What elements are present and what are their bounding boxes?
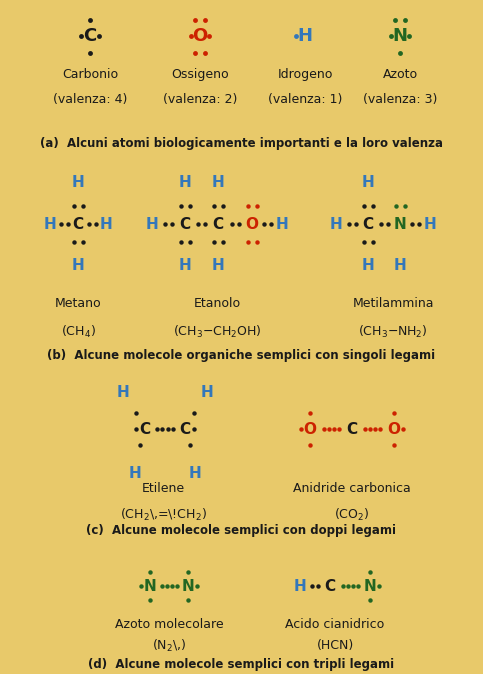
Text: C: C [180,217,191,232]
Text: (valenza: 1): (valenza: 1) [268,92,342,106]
Text: H: H [146,217,158,232]
Text: Etanolo: Etanolo [193,297,241,310]
Text: N: N [364,578,376,594]
Text: N: N [182,578,194,594]
Text: H: H [179,258,191,274]
Text: (CH$_2$\,=\!CH$_2$): (CH$_2$\,=\!CH$_2$) [120,506,206,522]
Text: C: C [84,28,97,45]
Text: (CH$_3$−NH$_2$): (CH$_3$−NH$_2$) [358,324,428,340]
Text: (d)  Alcune molecole semplici con tripli legami: (d) Alcune molecole semplici con tripli … [88,658,394,671]
Text: H: H [189,466,201,481]
Text: O: O [387,421,400,437]
Text: Azoto: Azoto [383,68,418,81]
Text: H: H [71,175,85,190]
Text: H: H [362,258,374,274]
Text: H: H [179,175,191,190]
Text: H: H [394,258,406,274]
Text: Metano: Metano [55,297,101,310]
Text: Azoto molecolare: Azoto molecolare [114,618,223,632]
Text: (CO$_2$): (CO$_2$) [334,506,369,522]
Text: Idrogeno: Idrogeno [277,68,333,81]
Text: H: H [276,217,288,232]
Text: (b)  Alcune molecole organiche semplici con singoli legami: (b) Alcune molecole organiche semplici c… [47,349,435,362]
Text: C: C [213,217,224,232]
Text: C: C [180,421,191,437]
Text: N: N [143,578,156,594]
Text: (HCN): (HCN) [316,639,354,652]
Text: O: O [245,217,258,232]
Text: N: N [394,217,406,232]
Text: (N$_2$\,): (N$_2$\,) [152,638,186,654]
Text: H: H [298,28,313,45]
Text: H: H [212,175,225,190]
Text: (CH$_3$−CH$_2$OH): (CH$_3$−CH$_2$OH) [172,324,261,340]
Text: Anidride carbonica: Anidride carbonica [293,482,411,495]
Text: C: C [346,421,357,437]
Text: Acido cianidrico: Acido cianidrico [285,618,384,632]
Text: N: N [393,28,408,45]
Text: H: H [116,386,129,400]
Text: C: C [140,421,151,437]
Text: (valenza: 4): (valenza: 4) [53,92,127,106]
Text: H: H [43,217,57,232]
Text: C: C [325,578,336,594]
Text: H: H [200,386,213,400]
Text: Metilammina: Metilammina [352,297,434,310]
Text: O: O [303,421,316,437]
Text: Etilene: Etilene [142,482,185,495]
Text: H: H [362,175,374,190]
Text: C: C [362,217,373,232]
Text: Ossigeno: Ossigeno [171,68,229,81]
Text: H: H [424,217,436,232]
Text: H: H [212,258,225,274]
Text: (a)  Alcuni atomi biologicamente importanti e la loro valenza: (a) Alcuni atomi biologicamente importan… [40,137,442,150]
Text: H: H [294,578,306,594]
Text: (CH$_4$): (CH$_4$) [60,324,96,340]
Text: H: H [128,466,142,481]
Text: C: C [72,217,84,232]
Text: (c)  Alcune molecole semplici con doppi legami: (c) Alcune molecole semplici con doppi l… [86,524,396,537]
Text: H: H [71,258,85,274]
Text: (valenza: 2): (valenza: 2) [163,92,237,106]
Text: O: O [192,28,208,45]
Text: Carbonio: Carbonio [62,68,118,81]
Text: H: H [99,217,113,232]
Text: (valenza: 3): (valenza: 3) [363,92,437,106]
Text: H: H [329,217,342,232]
